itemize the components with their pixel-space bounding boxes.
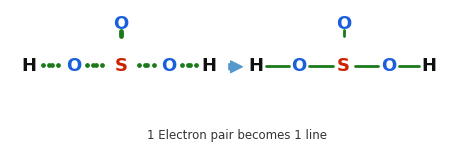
Text: H: H [248,57,264,75]
Text: O: O [161,57,176,75]
Text: 1 Electron pair becomes 1 line: 1 Electron pair becomes 1 line [147,129,327,141]
Text: O: O [66,57,81,75]
Text: O: O [291,57,306,75]
Text: S: S [114,57,128,75]
Text: O: O [381,57,396,75]
Text: H: H [21,57,36,75]
Text: S: S [337,57,350,75]
Text: O: O [113,15,128,33]
Text: H: H [421,57,437,75]
Text: H: H [201,57,216,75]
Text: O: O [336,15,351,33]
